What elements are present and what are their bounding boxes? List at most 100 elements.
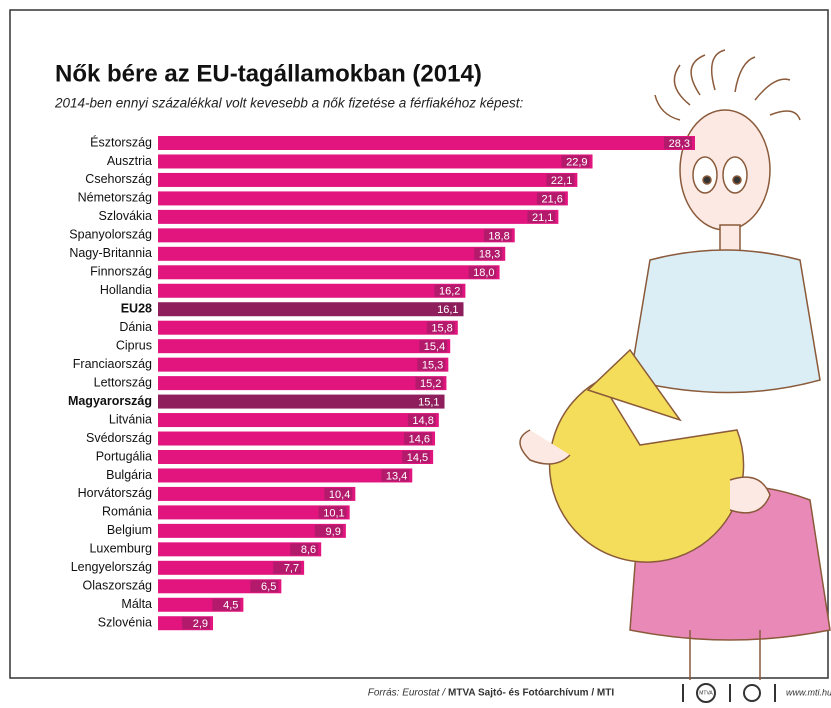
- bar: [158, 394, 445, 409]
- value-label-box: [417, 358, 446, 371]
- category-label: Hollandia: [100, 283, 152, 297]
- value-label-box: [402, 450, 431, 463]
- value-label-box: [212, 598, 241, 611]
- category-label: Luxemburg: [89, 542, 152, 556]
- bar: [158, 468, 413, 483]
- bar: [158, 523, 346, 538]
- value-label-box: [468, 266, 497, 279]
- category-label: EU28: [121, 302, 152, 316]
- value-label-box: [546, 173, 575, 186]
- logo: [743, 684, 761, 702]
- value-label-box: [314, 524, 343, 537]
- category-label: Románia: [102, 505, 152, 519]
- bar: [158, 172, 578, 187]
- value-label-box: [381, 469, 410, 482]
- value-label: 10,4: [329, 489, 350, 501]
- value-label: 15,2: [420, 378, 441, 390]
- bar: [158, 413, 439, 428]
- logo: [696, 683, 716, 703]
- bar: [158, 154, 593, 169]
- bar: [158, 449, 434, 464]
- bar: [158, 320, 458, 335]
- value-label: 15,8: [431, 323, 452, 335]
- category-label: Ausztria: [107, 154, 152, 168]
- category-label: Lettország: [94, 375, 152, 389]
- category-label: Portugália: [96, 449, 152, 463]
- value-label: 6,5: [261, 581, 276, 593]
- bar: [158, 542, 322, 557]
- value-label-box: [324, 487, 353, 500]
- source-bold: MTVA Sajtó- és Fotóarchívum / MTI: [448, 688, 614, 699]
- value-label: 18,0: [473, 267, 494, 279]
- category-label: Németország: [78, 191, 152, 205]
- value-label-box: [250, 580, 279, 593]
- bar: [158, 209, 559, 224]
- value-label-box: [474, 247, 503, 260]
- value-label: 8,6: [301, 544, 316, 556]
- category-label: Finnország: [90, 265, 152, 279]
- category-label: Franciaország: [73, 357, 152, 371]
- bar: [158, 339, 451, 354]
- value-label-box: [434, 284, 463, 297]
- value-label-box: [561, 155, 590, 168]
- value-label: 16,2: [439, 286, 460, 298]
- logo-text: MTVA: [699, 690, 713, 696]
- value-label-box: [407, 414, 436, 427]
- value-label: 14,8: [412, 415, 433, 427]
- bar: [158, 265, 500, 280]
- category-label: Ciprus: [116, 338, 152, 352]
- value-label-box: [273, 561, 302, 574]
- value-label: 2,9: [193, 618, 208, 630]
- category-label: Észtország: [90, 134, 152, 149]
- bars: Észtország 28,3 Ausztria 22,9 Csehország 22,1…: [68, 134, 695, 631]
- bar: [158, 486, 356, 501]
- value-label-box: [664, 137, 692, 149]
- value-label: 9,9: [326, 526, 341, 538]
- category-label: Szlovénia: [98, 616, 152, 630]
- category-label: Nagy-Britannia: [69, 246, 152, 260]
- category-label: Magyarország: [68, 394, 152, 408]
- value-label: 21,1: [532, 212, 553, 224]
- bar: [158, 560, 305, 575]
- value-label-box: [527, 210, 556, 223]
- value-label: 21,6: [541, 193, 562, 205]
- value-label: 18,8: [488, 230, 509, 242]
- bar: [158, 191, 568, 206]
- category-label: Lengyelország: [71, 560, 152, 574]
- bar: [158, 376, 447, 391]
- value-label-box: [413, 395, 442, 408]
- source: Forrás: Eurostat /: [368, 688, 446, 699]
- category-label: Litvánia: [109, 412, 152, 426]
- bar: [158, 283, 466, 298]
- value-label: 18,3: [479, 249, 500, 261]
- website: www.mti.hu: [786, 687, 831, 697]
- value-label: 7,7: [284, 563, 299, 575]
- value-label-box: [536, 192, 565, 205]
- value-label: 10,1: [323, 507, 344, 519]
- chart-subtitle: 2014-ben ennyi százalékkal volt kevesebb…: [54, 96, 524, 111]
- value-label: 15,1: [418, 396, 439, 408]
- value-label: 28,3: [669, 138, 690, 150]
- bar: [158, 431, 436, 446]
- value-label: 15,3: [422, 360, 443, 372]
- value-label-box: [404, 432, 433, 445]
- bar: [158, 228, 515, 243]
- category-label: Szlovákia: [99, 209, 153, 223]
- value-label: 22,1: [551, 175, 572, 187]
- bar: [158, 357, 449, 372]
- bar: [158, 246, 506, 261]
- value-label-box: [182, 617, 211, 630]
- category-label: Belgium: [107, 523, 152, 537]
- value-label-box: [419, 340, 448, 353]
- bar: [158, 302, 464, 317]
- category-label: Bulgária: [106, 468, 152, 482]
- category-label: Spanyolország: [69, 228, 152, 242]
- value-label: 16,1: [437, 304, 458, 316]
- value-label-box: [432, 303, 461, 316]
- value-label: 4,5: [223, 600, 238, 612]
- category-label: Olaszország: [83, 579, 153, 593]
- value-label: 22,9: [566, 156, 587, 168]
- bar: [158, 136, 695, 150]
- chart-title: Nők bére az EU-tagállamokban (2014): [55, 60, 482, 87]
